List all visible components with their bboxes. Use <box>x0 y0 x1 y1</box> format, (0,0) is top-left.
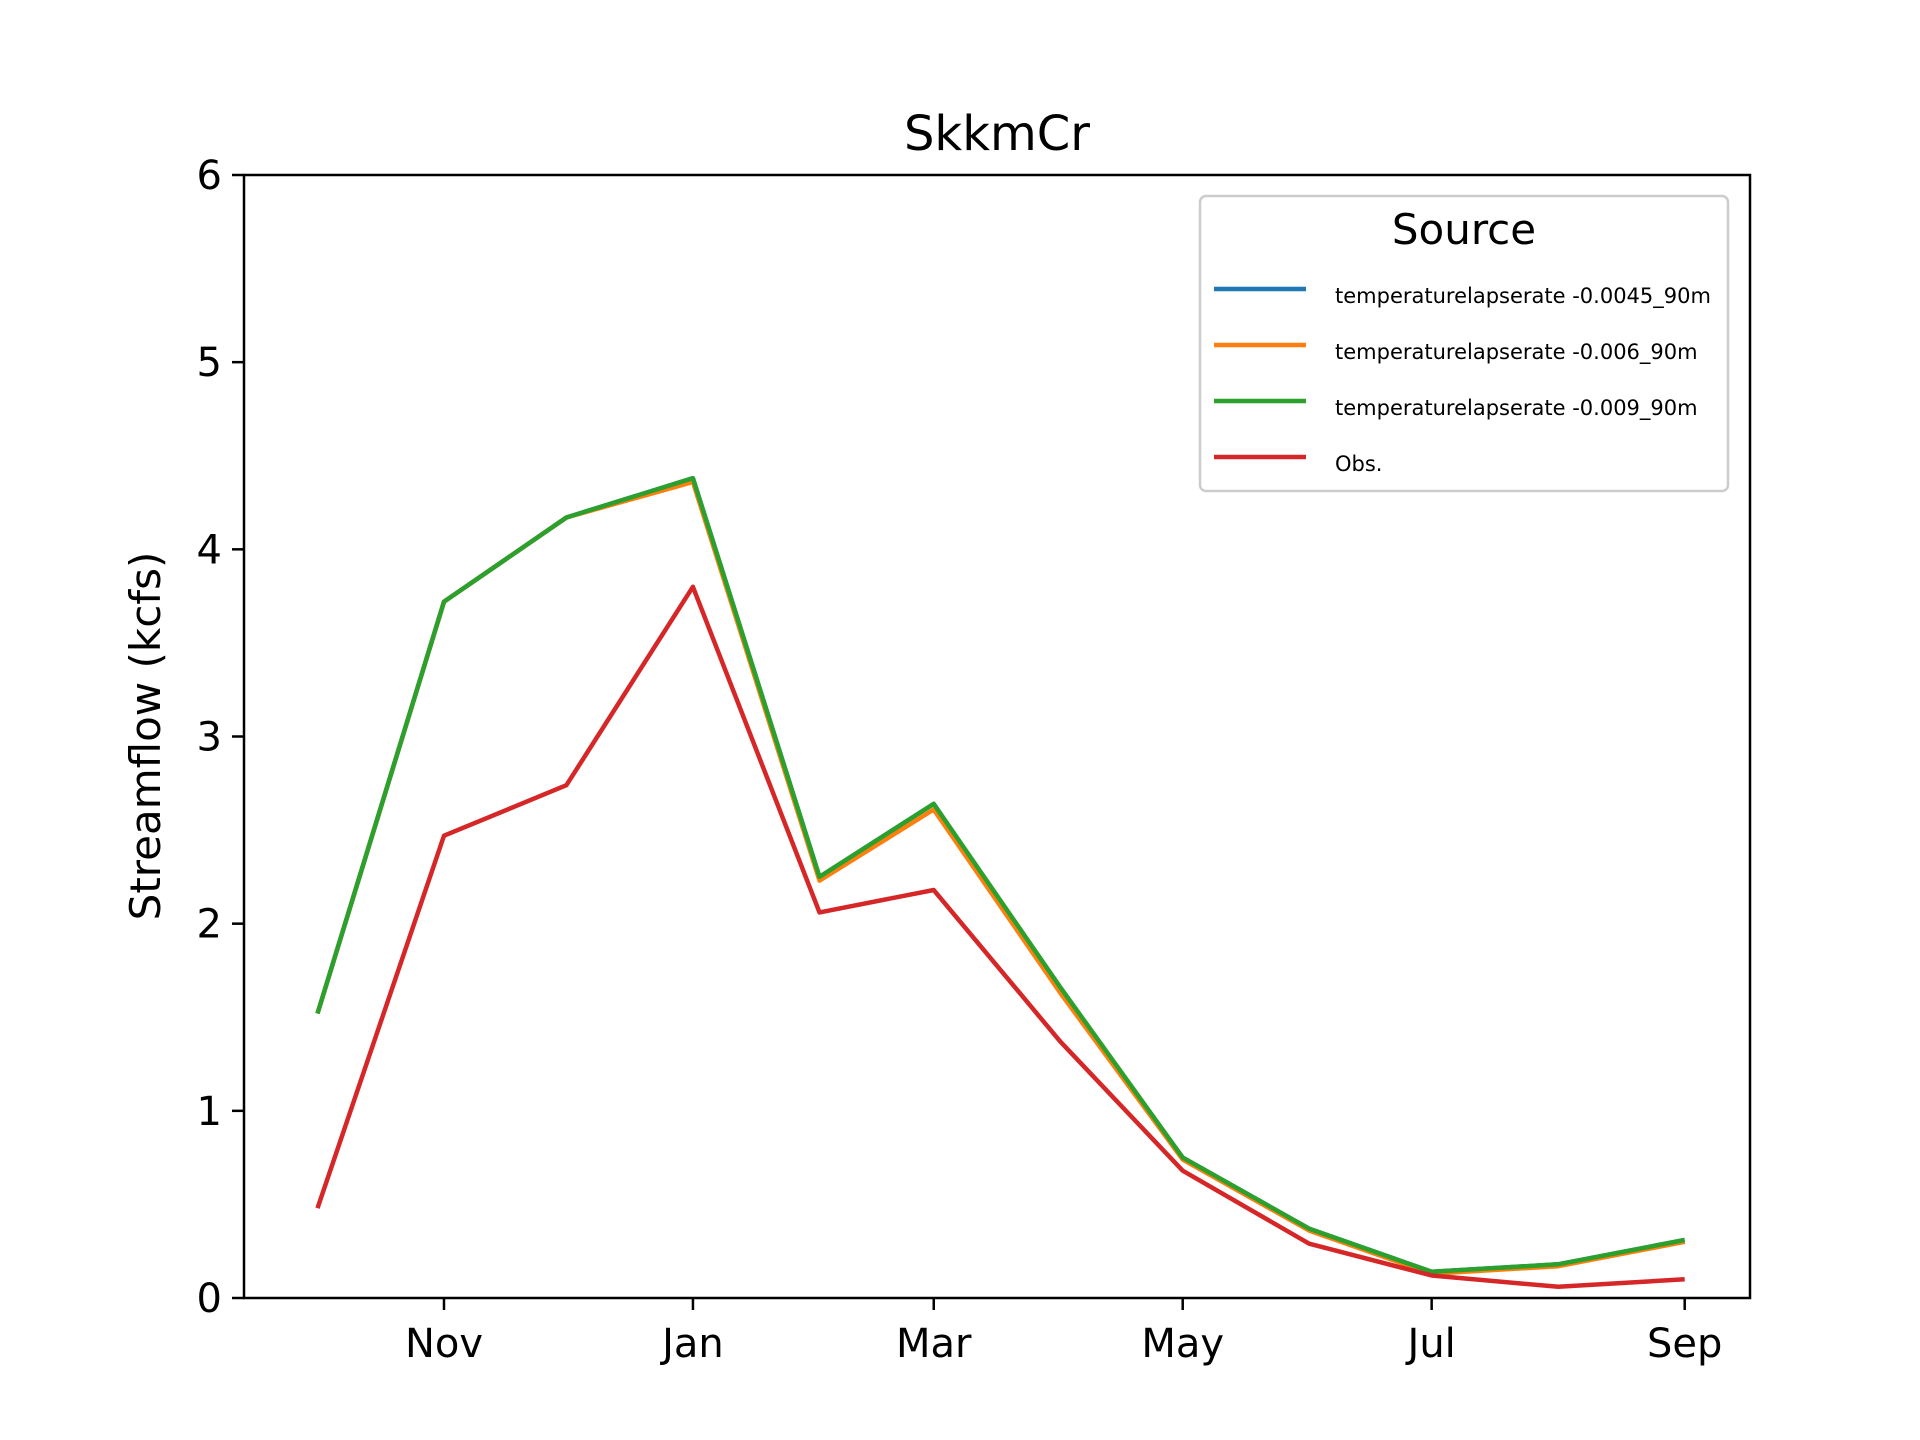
plot-lines <box>315 475 1686 1290</box>
y-tick-label: 3 <box>197 715 222 761</box>
chart-title: SkkmCr <box>904 106 1090 162</box>
y-tick-label: 1 <box>197 1089 222 1135</box>
legend-entries: temperaturelapserate -0.0045_90m temperat… <box>1214 284 1711 476</box>
x-tick-label: Nov <box>405 1321 483 1367</box>
legend-box <box>1198 194 1730 493</box>
x-axis: Nov Jan Mar May Jul Sep <box>405 1298 1722 1367</box>
y-tick-label: 0 <box>197 1276 222 1322</box>
series-line-2 <box>315 479 1686 1276</box>
series-line-4 <box>315 584 1685 1290</box>
legend-title: Source <box>1392 205 1536 254</box>
x-tick-label: May <box>1141 1321 1224 1367</box>
legend-label: Obs. <box>1335 452 1382 476</box>
x-tick-label: Sep <box>1647 1321 1722 1367</box>
x-tick-label: Mar <box>896 1321 972 1367</box>
x-tick-label: Jan <box>659 1321 724 1367</box>
x-tick-label: Jul <box>1405 1321 1456 1367</box>
y-tick-label: 2 <box>197 902 222 948</box>
y-tick-label: 4 <box>197 527 222 573</box>
legend-label: temperaturelapserate -0.0045_90m <box>1335 284 1711 309</box>
y-tick-label: 5 <box>197 340 222 386</box>
legend-label: temperaturelapserate -0.006_90m <box>1335 340 1698 365</box>
y-axis: 0 1 2 3 4 5 6 <box>197 153 244 1322</box>
legend-label: temperaturelapserate -0.009_90m <box>1335 396 1698 421</box>
y-axis-label: Streamflow (kcfs) <box>121 552 170 921</box>
legend: Source temperaturelapserate -0.0045_90mt… <box>1198 194 1730 493</box>
y-tick-label: 6 <box>197 153 222 199</box>
series-line-1 <box>315 475 1686 1275</box>
series-line-3 <box>315 475 1686 1275</box>
